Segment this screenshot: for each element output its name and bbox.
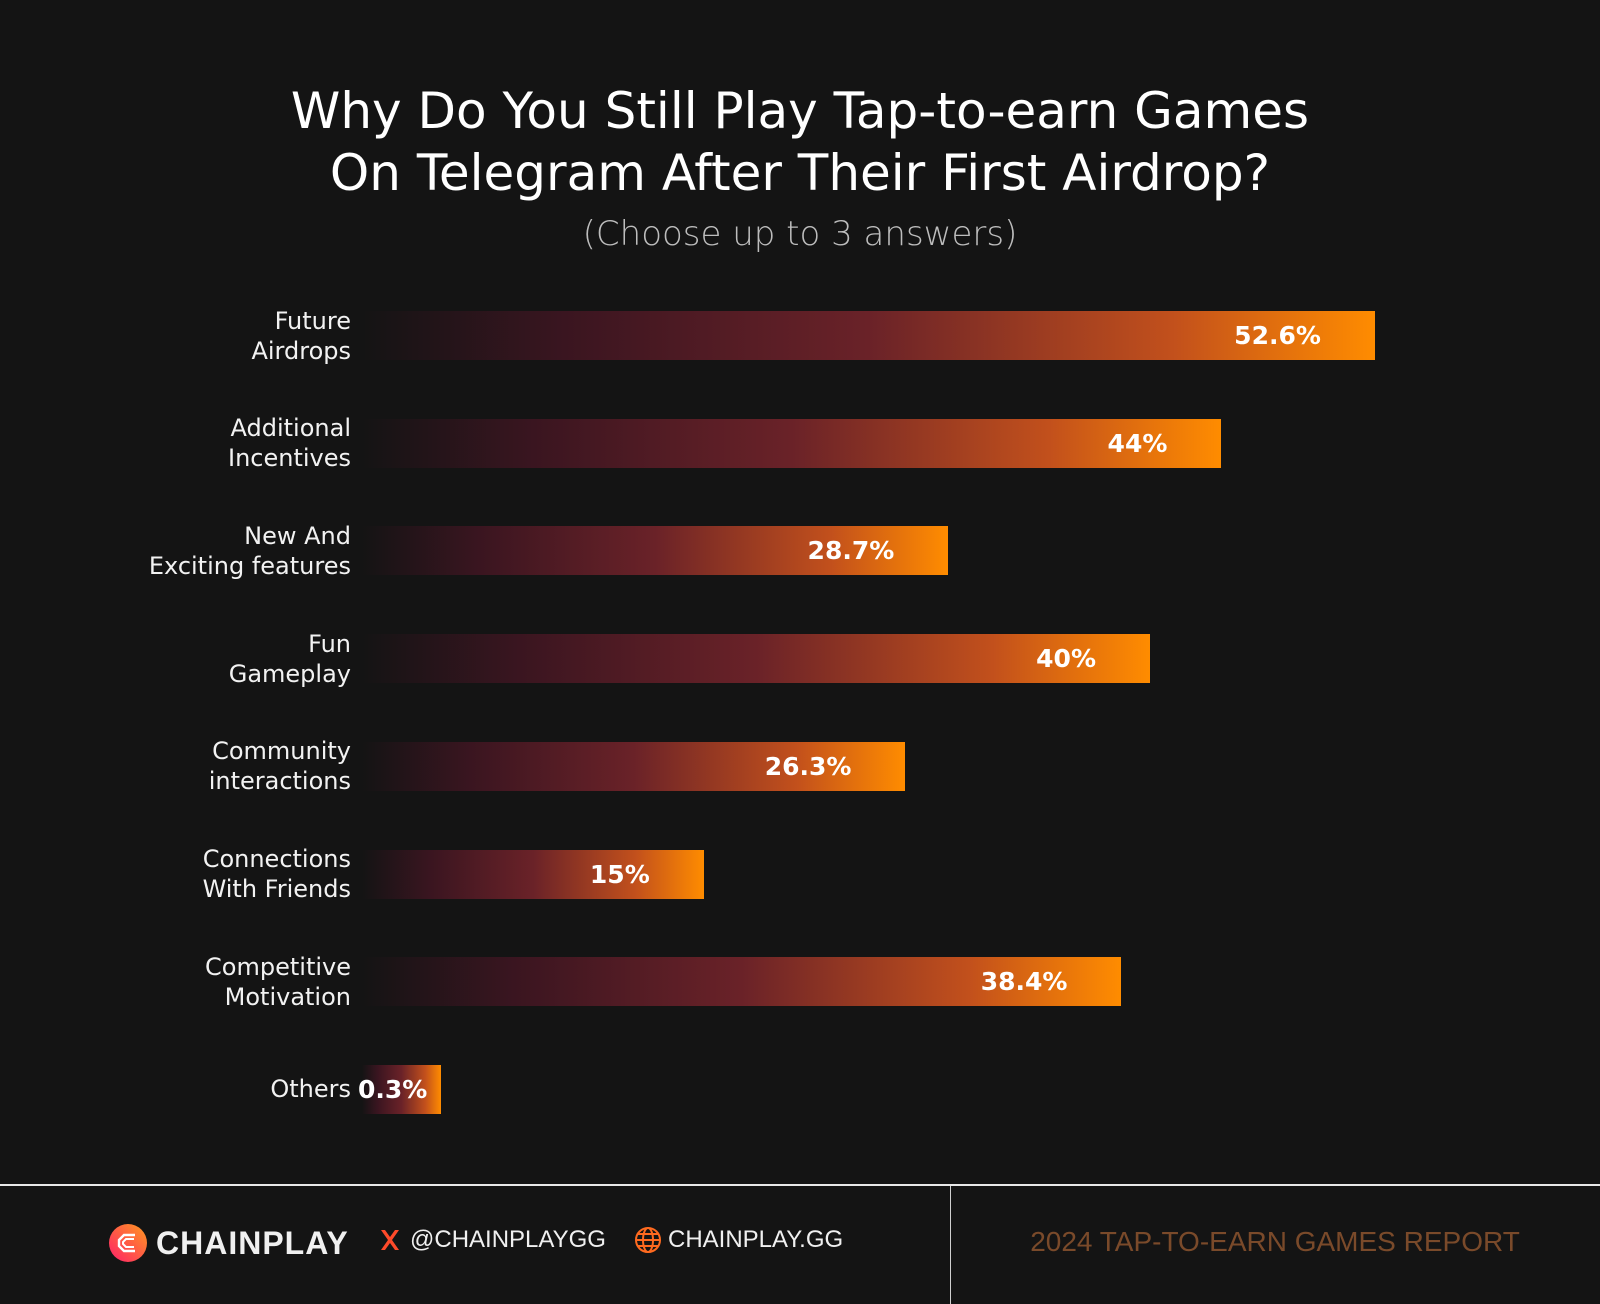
- report-title: 2024 TAP-TO-EARN GAMES REPORT: [1030, 1226, 1520, 1257]
- bar-value-label: 15%: [589, 859, 650, 889]
- category-label-line: Exciting features: [148, 551, 351, 580]
- category-label: Competitive Motivation: [21, 952, 351, 1012]
- bar: 44%: [362, 418, 1222, 468]
- category-label: Others: [21, 1074, 351, 1104]
- website-link[interactable]: CHAINPLAY.GG: [634, 1226, 843, 1254]
- category-label-line: Airdrops: [251, 336, 351, 365]
- globe-icon: [635, 1227, 661, 1253]
- footer-divider: [0, 1184, 1600, 1186]
- category-label: Future Airdrops: [21, 306, 351, 366]
- twitter-handle[interactable]: @CHAINPLAYGG: [378, 1226, 606, 1254]
- chart-title: Why Do You Still Play Tap-to-earn Games …: [0, 80, 1600, 204]
- twitter-handle-text: @CHAINPLAYGG: [410, 1226, 606, 1253]
- category-label: New And Exciting features: [21, 521, 351, 581]
- bar: 15%: [362, 849, 704, 899]
- category-label-line: interactions: [208, 767, 351, 796]
- footer-vertical-divider: [950, 1186, 951, 1304]
- category-label: Connections With Friends: [21, 844, 351, 904]
- category-label-line: Competitive: [205, 952, 351, 981]
- bar-value-label: 28.7%: [807, 536, 895, 566]
- category-label-line: Community: [212, 737, 351, 766]
- category-label: Additional Incentives: [21, 413, 351, 473]
- category-label-line: Future: [274, 306, 351, 335]
- bar-value-label: 26.3%: [764, 751, 852, 781]
- chart-subtitle: (Choose up to 3 answers): [582, 214, 1018, 254]
- bar: 26.3%: [362, 741, 906, 791]
- website-text: CHAINPLAY.GG: [668, 1226, 844, 1253]
- bar: 40%: [362, 634, 1150, 684]
- bar: 28.7%: [362, 526, 949, 576]
- bar-value-label: 40%: [1036, 644, 1096, 674]
- category-label-line: Connections: [202, 845, 351, 873]
- category-label: Fun Gameplay: [21, 629, 351, 689]
- brand-name: CHAINPLAY: [156, 1224, 349, 1261]
- bar-value-label: 0.3%: [358, 1074, 428, 1104]
- category-label: Community interactions: [21, 736, 351, 796]
- chainplay-logo: CHAINPLAY: [108, 1223, 349, 1263]
- category-label-line: Gameplay: [228, 659, 351, 688]
- category-label-line: Additional: [230, 414, 351, 443]
- bar-value-label: 52.6%: [1234, 321, 1321, 350]
- bar-value-label: 38.4%: [980, 967, 1068, 997]
- chainplay-logo-icon: [109, 1224, 147, 1262]
- bar: 0.3%: [358, 1064, 442, 1114]
- x-icon: [381, 1230, 399, 1250]
- category-label-line: New And: [244, 521, 351, 550]
- bar: 52.6%: [362, 311, 1375, 360]
- chart-title-line2: On Telegram After Their First Airdrop?: [329, 144, 1271, 202]
- category-label-line: Motivation: [224, 982, 351, 1011]
- category-label-line: Fun: [308, 629, 351, 658]
- category-label-line: With Friends: [202, 875, 351, 903]
- bar: 38.4%: [362, 957, 1122, 1007]
- chart-title-line1: Why Do You Still Play Tap-to-earn Games: [290, 82, 1310, 140]
- category-label-line: Incentives: [227, 444, 351, 473]
- category-label-line: Others: [270, 1075, 351, 1104]
- bar-value-label: 44%: [1107, 428, 1168, 458]
